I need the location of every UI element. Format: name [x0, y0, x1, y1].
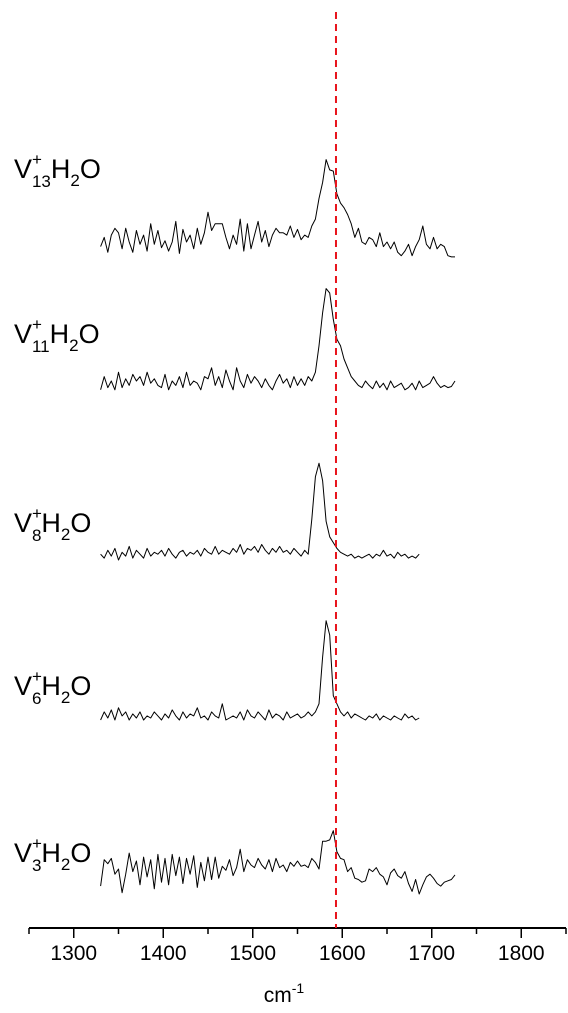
- species-label-0: V+ 13H2O: [14, 150, 101, 191]
- x-axis: 1300 1400 1500 1600 1700 1800 cm-1: [28, 927, 567, 1007]
- x-tick-label: 1500: [229, 942, 276, 965]
- species-label-4: V+ 3H2O: [14, 834, 91, 875]
- spectrum-trace-1: [100, 288, 456, 391]
- spectrum-trace-0: [100, 159, 455, 258]
- x-tick-label: 1600: [319, 942, 366, 965]
- spectrum-traces: [100, 159, 456, 895]
- species-label-1: V+ 11H2O: [14, 315, 100, 356]
- spectrum-trace-4: [100, 830, 456, 895]
- species-label-3: V+ 6H2O: [14, 667, 91, 708]
- x-tick-label: 1700: [408, 942, 455, 965]
- x-tick-label: 1300: [50, 942, 97, 965]
- x-axis-title: cm-1: [264, 980, 305, 1007]
- spectrum-trace-3: [100, 620, 420, 721]
- species-labels: V+ 13H2O V+ 11H2O V+ 8H2O V+ 6H2O V+ 3H2O: [14, 150, 101, 875]
- x-tick-label: 1400: [140, 942, 187, 965]
- spectrum-trace-2: [100, 462, 420, 561]
- x-tick-label: 1800: [498, 942, 545, 965]
- species-label-2: V+ 8H2O: [14, 504, 91, 545]
